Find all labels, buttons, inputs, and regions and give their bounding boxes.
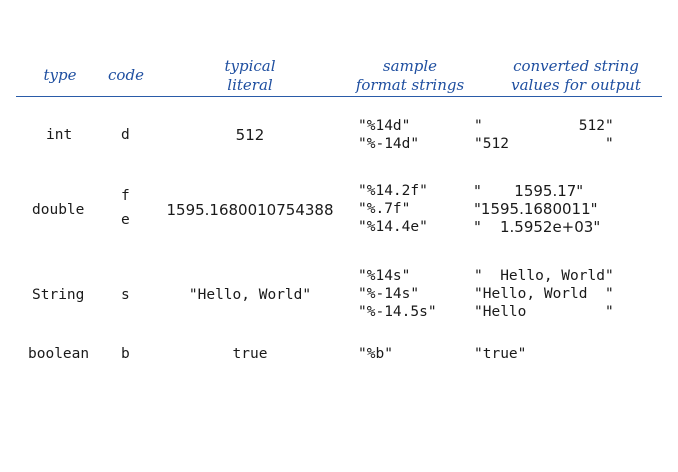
row-boolean-output: "true": [474, 346, 527, 362]
row-string-code: s: [121, 287, 130, 303]
row-double-code-e: e: [121, 212, 130, 228]
header-format: sample format strings: [340, 57, 480, 95]
row-string-output-2: "Hello, World ": [474, 286, 614, 302]
row-string-literal: "Hello, World": [188, 287, 312, 303]
row-string-format-1: "%14s": [358, 268, 411, 284]
header-output: converted string values for output: [488, 57, 664, 95]
row-string-output-3: "Hello ": [474, 304, 614, 320]
row-string-output-1: " Hello, World": [474, 268, 614, 284]
row-double-output-2: "1595.1680011": [474, 200, 598, 218]
row-string-format-2: "%-14s": [358, 286, 420, 302]
row-string-format-3: "%-14.5s": [358, 304, 437, 320]
row-boolean-format: "%b": [358, 346, 393, 362]
header-literal-line2: literal: [227, 76, 273, 94]
row-double-code-f: f: [121, 188, 130, 204]
row-int-output-1: " 512": [474, 118, 614, 134]
row-string-type: String: [32, 287, 85, 303]
row-int-type: int: [46, 127, 73, 143]
header-literal-line1: typical: [224, 57, 276, 75]
row-boolean-code: b: [121, 346, 130, 362]
row-double-literal: 1595.1680010754388: [166, 201, 334, 219]
row-boolean-literal: true: [232, 346, 268, 362]
header-type: type: [43, 66, 77, 84]
header-literal: typical literal: [180, 57, 320, 95]
row-double-format-3: "%14.4e": [358, 219, 428, 235]
header-rule: [16, 96, 662, 98]
row-int-code: d: [121, 127, 130, 143]
row-int-output-2: "512 ": [474, 136, 614, 152]
header-output-line1: converted string: [513, 57, 639, 75]
row-int-literal: 512: [235, 126, 265, 144]
row-double-output-1: " 1595.17": [474, 182, 584, 200]
row-double-format-2: "%.7f": [358, 201, 411, 217]
row-double-output-3: " 1.5952e+03": [474, 218, 601, 236]
header-format-line1: sample: [382, 57, 438, 75]
header-format-line2: format strings: [355, 76, 465, 94]
row-double-format-1: "%14.2f": [358, 183, 428, 199]
row-int-format-2: "%-14d": [358, 136, 420, 152]
row-double-type: double: [32, 202, 85, 218]
row-boolean-type: boolean: [28, 346, 90, 362]
header-code: code: [108, 66, 144, 84]
header-output-line2: values for output: [511, 76, 641, 94]
row-int-format-1: "%14d": [358, 118, 411, 134]
